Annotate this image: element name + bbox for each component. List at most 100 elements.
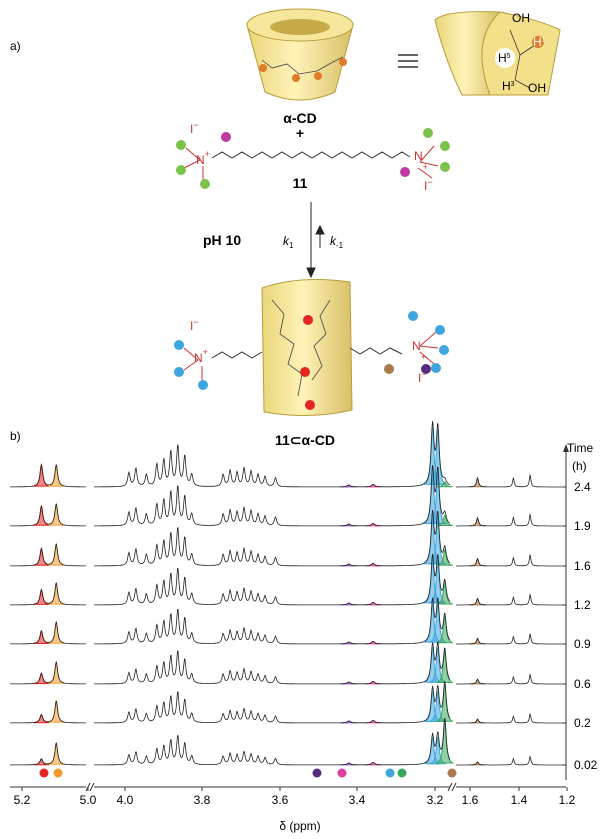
peak-fill bbox=[469, 637, 486, 645]
peak-fill bbox=[48, 660, 65, 684]
peak-fill bbox=[33, 547, 50, 566]
time-title: Time bbox=[567, 441, 594, 455]
condition-label: pH 10 bbox=[203, 232, 241, 248]
proton-dot bbox=[221, 132, 231, 142]
peak-fill bbox=[469, 516, 486, 527]
spectrum-trace bbox=[10, 661, 86, 685]
spectrum-trace bbox=[456, 473, 566, 488]
time-label: 2.4 bbox=[574, 480, 591, 494]
spectrum-trace bbox=[94, 509, 451, 567]
proton-dot bbox=[53, 768, 63, 778]
peak-fill bbox=[48, 542, 65, 566]
spectrum-trace bbox=[94, 465, 451, 527]
spectrum-trace bbox=[456, 673, 566, 685]
counterion-label: I− bbox=[190, 120, 199, 136]
panel-label: b) bbox=[10, 429, 21, 443]
x-axis-label: δ (ppm) bbox=[279, 819, 320, 833]
host-label: α-CD bbox=[283, 110, 317, 126]
x-tick-label: 3.4 bbox=[349, 793, 366, 807]
spectrum-trace bbox=[456, 553, 566, 567]
time-label: 1.2 bbox=[574, 598, 591, 612]
cone-detail: H5 H3 H1 OH OH bbox=[434, 11, 561, 96]
peak-fill bbox=[469, 557, 486, 567]
spectrum-trace bbox=[94, 421, 451, 488]
proton-dot bbox=[397, 768, 407, 778]
spectrum-trace bbox=[94, 642, 451, 685]
spectrum-trace bbox=[10, 463, 86, 488]
peak-fill bbox=[33, 504, 50, 526]
spectrum-trace bbox=[10, 742, 86, 766]
nmr-spectra: 5.2 5.0 4.0 3.8 3.6 3.4 3.2 1.6 1.4 1.2 2.4 1.9 1.6 1… bbox=[10, 421, 598, 807]
x-tick-label: 5.0 bbox=[80, 793, 97, 807]
x-tick-label: 1.2 bbox=[559, 793, 576, 807]
spectrum-trace bbox=[10, 582, 86, 606]
rate-constant: k-1 bbox=[330, 234, 344, 250]
counterion-label: I− bbox=[424, 177, 433, 193]
proton-dot bbox=[400, 167, 410, 177]
proton-dot bbox=[423, 128, 433, 138]
spectrum-trace bbox=[456, 593, 566, 606]
peak-fill bbox=[48, 620, 65, 644]
hydroxyl-label: OH bbox=[512, 11, 530, 25]
proton-dot bbox=[312, 768, 322, 778]
peak-fill bbox=[33, 588, 50, 605]
time-axis-arrow bbox=[563, 444, 569, 452]
time-label: 1.9 bbox=[574, 519, 591, 533]
x-tick-label: 3.6 bbox=[272, 793, 289, 807]
peak-fill bbox=[48, 502, 65, 526]
peak-fill bbox=[436, 581, 453, 605]
atom-label: N+ bbox=[194, 347, 208, 365]
spectrum-trace bbox=[10, 621, 86, 645]
spectrum-trace bbox=[456, 632, 566, 645]
axis-break bbox=[85, 782, 95, 792]
peak-fill bbox=[48, 463, 65, 487]
proton-dot bbox=[385, 768, 395, 778]
spectrum-trace bbox=[456, 755, 566, 766]
proton-dot bbox=[440, 162, 450, 172]
rate-constant: k1 bbox=[283, 234, 294, 250]
proton-dot bbox=[200, 179, 210, 189]
hydroxyl-label: OH bbox=[528, 81, 546, 95]
proton-dot bbox=[447, 768, 457, 778]
spectrum-trace bbox=[94, 553, 451, 606]
spectrum-trace bbox=[94, 681, 451, 724]
spectrum-trace bbox=[10, 503, 86, 527]
time-unit: (h) bbox=[572, 459, 587, 473]
axis-break bbox=[447, 782, 457, 792]
atom-label: H1 bbox=[533, 35, 546, 49]
atom-label: N+ bbox=[412, 339, 426, 362]
complex-molecule bbox=[174, 279, 449, 417]
atom-label: H3 bbox=[502, 79, 515, 93]
peak-fill bbox=[436, 548, 453, 566]
peak-fill bbox=[48, 581, 65, 605]
spectrum-trace bbox=[10, 701, 86, 724]
peak-fill bbox=[436, 615, 453, 644]
time-label: 0.02 bbox=[574, 758, 598, 772]
proton-dot bbox=[440, 141, 450, 151]
guest-molecule bbox=[183, 145, 439, 182]
counterion-label: I− bbox=[190, 317, 199, 333]
peak-fill bbox=[33, 629, 50, 644]
x-tick-label: 1.4 bbox=[511, 793, 528, 807]
complex-label: 11⊂α-CD bbox=[275, 432, 335, 448]
guest-label: 11 bbox=[293, 175, 308, 191]
peak-fill bbox=[48, 741, 65, 765]
x-tick-label: 5.2 bbox=[14, 793, 31, 807]
equivalent-sign bbox=[398, 54, 418, 68]
spectrum-trace bbox=[456, 712, 566, 724]
proton-dot bbox=[337, 768, 347, 778]
spectrum-trace bbox=[10, 543, 86, 567]
proton-dot bbox=[176, 140, 186, 150]
peak-fill bbox=[33, 672, 50, 685]
peak-fill bbox=[33, 463, 50, 487]
atom-label: N+ bbox=[414, 149, 428, 172]
x-tick-label: 4.0 bbox=[117, 793, 134, 807]
time-label: 0.2 bbox=[574, 716, 591, 730]
atom-label: H5 bbox=[498, 51, 511, 65]
peak-fill bbox=[469, 476, 486, 488]
time-label: 1.6 bbox=[574, 559, 591, 573]
counterion-label: I− bbox=[418, 369, 427, 385]
spectrum-trace bbox=[94, 597, 451, 645]
peak-fill bbox=[436, 481, 453, 488]
